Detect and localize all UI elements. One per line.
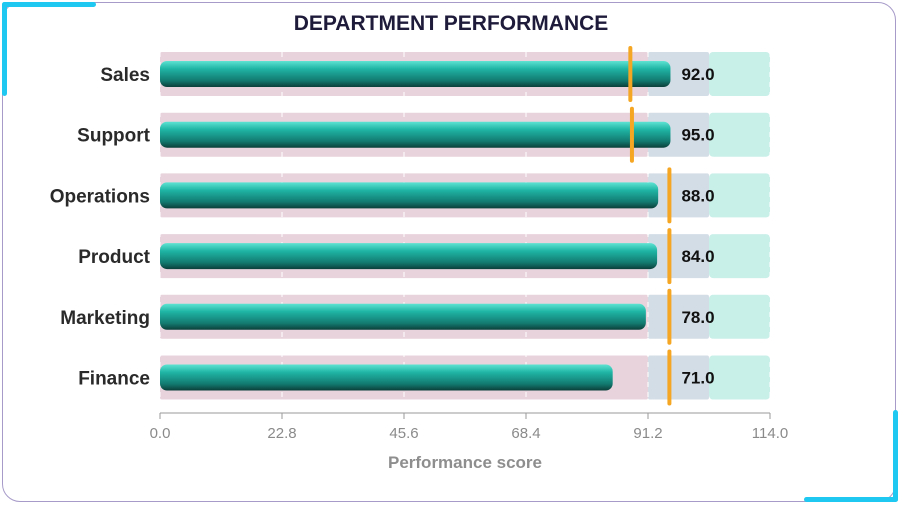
category-label-sales: Sales	[100, 65, 150, 86]
range-band-2	[648, 234, 709, 279]
value-label-operations: 88.0	[681, 186, 714, 205]
x-tick-label: 91.2	[633, 425, 662, 442]
x-tick-label: 68.4	[511, 425, 540, 442]
category-label-support: Support	[77, 126, 150, 147]
range-band-2	[648, 173, 709, 218]
x-tick-label: 0.0	[150, 425, 171, 442]
bar-product	[160, 243, 658, 270]
x-tick-label: 22.8	[267, 425, 296, 442]
range-band-2	[648, 294, 709, 339]
range-band-3	[709, 52, 770, 96]
bar-support	[160, 121, 671, 148]
x-tick-label: 45.6	[389, 425, 418, 442]
category-label-finance: Finance	[78, 369, 150, 390]
bar-finance	[160, 364, 613, 391]
x-axis-label: Performance score	[388, 453, 542, 472]
category-label-marketing: Marketing	[60, 308, 150, 329]
accent-corner-bottom-right-h	[804, 497, 898, 502]
range-band-3	[709, 234, 770, 279]
accent-corner-bottom-right-v	[893, 410, 898, 502]
value-label-sales: 92.0	[681, 65, 714, 84]
bar-operations	[160, 182, 659, 209]
value-label-finance: 71.0	[681, 369, 714, 388]
range-band-3	[709, 355, 770, 400]
range-band-3	[709, 173, 770, 218]
chart-title: DEPARTMENT PERFORMANCE	[294, 12, 609, 35]
category-label-operations: Operations	[50, 186, 150, 207]
bar-marketing	[160, 303, 646, 330]
range-band-2	[648, 355, 709, 400]
category-label-product: Product	[78, 247, 150, 268]
value-label-product: 84.0	[681, 247, 714, 266]
accent-corner-top-left-h	[2, 2, 96, 7]
accent-corner-top-left-v	[2, 2, 7, 96]
x-tick-label: 114.0	[752, 425, 788, 442]
range-band-3	[709, 294, 770, 339]
value-label-marketing: 78.0	[681, 308, 714, 327]
bar-sales	[160, 61, 671, 87]
value-label-support: 95.0	[681, 126, 714, 145]
range-band-3	[709, 112, 770, 157]
